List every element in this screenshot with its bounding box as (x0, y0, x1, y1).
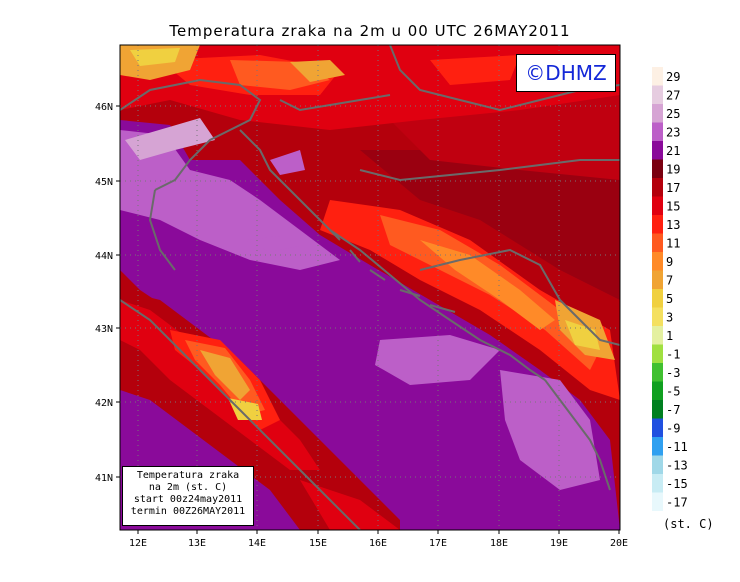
legend-value-label: -15 (666, 477, 688, 491)
legend-color-swatch (652, 67, 663, 86)
legend-value-label: 9 (666, 255, 673, 269)
x-tick-label: 14E (248, 538, 266, 549)
legend-unit-label: (st. C) (663, 517, 714, 531)
tick-marks (116, 105, 620, 534)
legend-value-label: -3 (666, 366, 680, 380)
legend-value-label: 23 (666, 126, 680, 140)
legend-color-swatch (652, 289, 663, 308)
legend-value-label: 13 (666, 218, 680, 232)
legend-color-swatch (652, 178, 663, 197)
legend-color-swatch (652, 474, 663, 493)
legend-value-label: 1 (666, 329, 673, 343)
lat-lon-grid (120, 45, 620, 530)
x-tick-label: 12E (129, 538, 147, 549)
legend-color-swatch (652, 400, 663, 419)
dhmz-logo: ©DHMZ (516, 54, 616, 92)
legend-value-label: -9 (666, 422, 680, 436)
info-box: Temperatura zraka na 2m (st. C) start 00… (122, 466, 254, 526)
coastlines (120, 45, 620, 530)
x-axis-labels: 12E 13E 14E 15E 16E 17E 18E 19E 20E (129, 538, 628, 549)
legend-color-swatch (652, 437, 663, 456)
legend-value-label: -13 (666, 459, 688, 473)
legend-color-swatch (652, 381, 663, 400)
legend-color-swatch (652, 196, 663, 215)
legend-value-label: 3 (666, 311, 673, 325)
info-start: start 00z24may2011 (133, 494, 243, 505)
legend-value-label: 25 (666, 107, 680, 121)
legend-value-label: 15 (666, 200, 680, 214)
y-tick-label: 43N (95, 324, 113, 335)
y-tick-label: 46N (95, 102, 113, 113)
legend-value-label: -5 (666, 385, 680, 399)
x-tick-label: 18E (490, 538, 508, 549)
temperature-field (120, 45, 620, 530)
x-tick-label: 13E (188, 538, 206, 549)
color-legend: 29 27 25 23 21 19 17 15 13 11 9 7 5 3 1 -1 -3 -5 -7 -9 -11 -1… (652, 67, 688, 511)
legend-value-label: 27 (666, 89, 680, 103)
legend-color-swatch (652, 363, 663, 382)
plot-frame (119, 44, 621, 531)
map-title: Temperatura zraka na 2m u 00 UTC 26MAY20… (169, 22, 571, 40)
legend-value-label: 17 (666, 181, 680, 195)
legend-color-swatch (652, 492, 663, 511)
legend-value-label: 11 (666, 237, 680, 251)
x-tick-label: 15E (309, 538, 327, 549)
legend-color-swatch (652, 307, 663, 326)
legend-value-label: -17 (666, 496, 688, 510)
y-tick-label: 44N (95, 251, 113, 262)
legend-value-label: -7 (666, 403, 680, 417)
legend-color-swatch (652, 233, 663, 252)
legend-color-swatch (652, 122, 663, 141)
y-tick-label: 42N (95, 398, 113, 409)
legend-color-swatch (652, 104, 663, 123)
legend-value-label: 5 (666, 292, 673, 306)
legend-color-swatch (652, 215, 663, 234)
legend-color-swatch (652, 455, 663, 474)
legend-value-label: 21 (666, 144, 680, 158)
info-unit: na 2m (st. C) (148, 482, 228, 493)
legend-color-swatch (652, 85, 663, 104)
x-tick-label: 19E (550, 538, 568, 549)
legend-color-swatch (652, 418, 663, 437)
y-tick-label: 41N (95, 473, 113, 484)
legend-value-label: -1 (666, 348, 680, 362)
x-tick-label: 17E (429, 538, 447, 549)
legend-value-label: 19 (666, 163, 680, 177)
y-axis-labels: 46N 45N 44N 43N 42N 41N (95, 102, 113, 484)
legend-color-swatch (652, 270, 663, 289)
legend-color-swatch (652, 159, 663, 178)
legend-value-label: 7 (666, 274, 673, 288)
legend-value-label: -11 (666, 440, 688, 454)
legend-color-swatch (652, 252, 663, 271)
legend-color-swatch (652, 344, 663, 363)
legend-color-swatch (652, 326, 663, 345)
info-variable: Temperatura zraka (136, 470, 240, 481)
legend-color-swatch (652, 141, 663, 160)
info-termin: termin 00Z26MAY2011 (130, 506, 246, 517)
legend-value-label: 29 (666, 70, 680, 84)
y-tick-label: 45N (95, 177, 113, 188)
x-tick-label: 20E (610, 538, 628, 549)
x-tick-label: 16E (369, 538, 387, 549)
